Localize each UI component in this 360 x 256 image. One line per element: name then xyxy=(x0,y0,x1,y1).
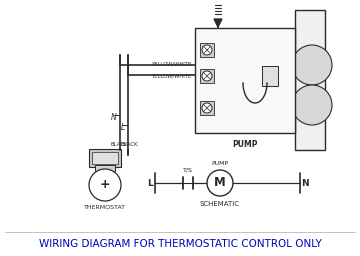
Text: THERMOSTAT: THERMOSTAT xyxy=(84,205,126,210)
Text: PUMP: PUMP xyxy=(211,161,229,166)
Text: L: L xyxy=(121,123,125,133)
Circle shape xyxy=(202,71,212,81)
Circle shape xyxy=(202,103,212,113)
Circle shape xyxy=(207,170,233,196)
Circle shape xyxy=(89,169,121,201)
Text: WIRING DIAGRAM FOR THERMOSTATIC CONTROL ONLY: WIRING DIAGRAM FOR THERMOSTATIC CONTROL … xyxy=(39,239,321,249)
Text: +: + xyxy=(100,178,110,191)
Text: SCHEMATIC: SCHEMATIC xyxy=(200,201,240,207)
Text: BLACK: BLACK xyxy=(110,142,128,147)
Circle shape xyxy=(202,45,212,55)
Bar xyxy=(200,101,214,115)
Text: BLACK: BLACK xyxy=(120,142,138,147)
Text: M: M xyxy=(214,176,226,189)
Text: T/S: T/S xyxy=(183,167,193,173)
Bar xyxy=(195,28,295,133)
Polygon shape xyxy=(214,19,222,27)
Text: N: N xyxy=(301,178,309,187)
Circle shape xyxy=(292,45,332,85)
Text: L: L xyxy=(147,178,153,187)
Bar xyxy=(295,10,325,150)
Circle shape xyxy=(292,85,332,125)
Text: N: N xyxy=(111,113,117,123)
Text: PUMP: PUMP xyxy=(232,140,258,149)
Bar xyxy=(95,165,115,171)
Bar xyxy=(262,66,278,86)
Bar xyxy=(200,43,214,57)
Bar xyxy=(200,69,214,83)
Text: YELLOW/WHITE: YELLOW/WHITE xyxy=(152,73,192,79)
Text: YELLOW/WHITE: YELLOW/WHITE xyxy=(152,61,192,67)
Bar xyxy=(92,152,118,164)
Bar xyxy=(89,149,121,167)
